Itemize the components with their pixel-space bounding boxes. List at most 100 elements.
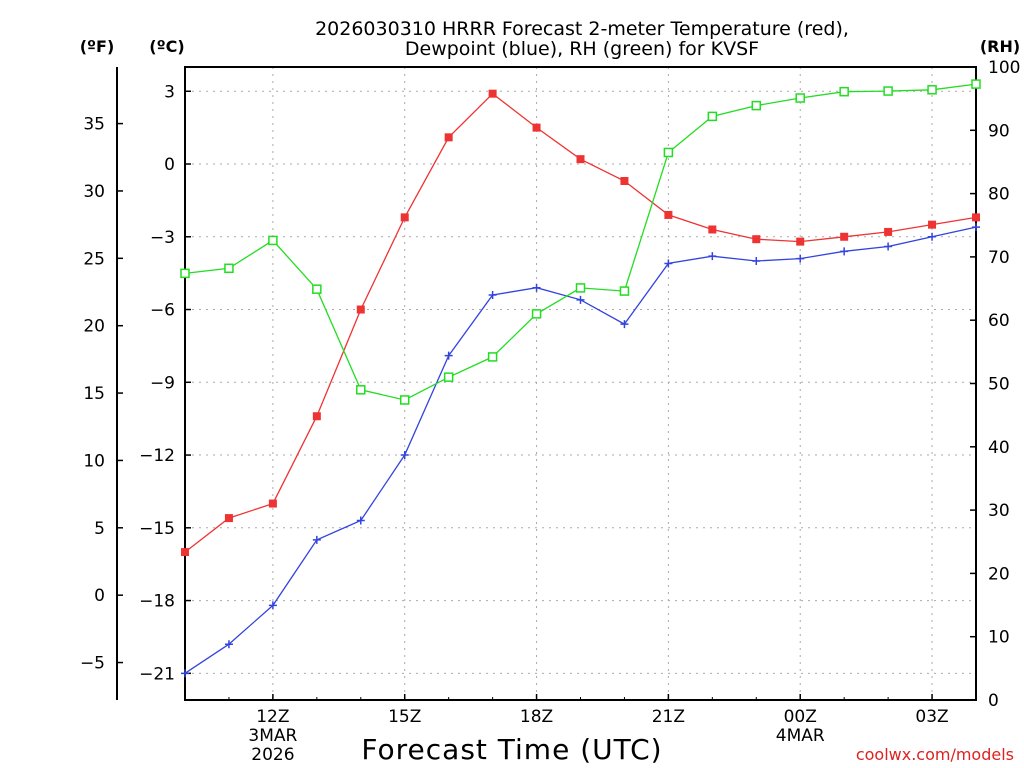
rh-tick-label: 100 — [988, 58, 1020, 78]
fahrenheit-tick-label: 20 — [83, 317, 105, 337]
2-meter-temperature-point — [620, 176, 629, 185]
x-tick-label: 03Z — [915, 707, 948, 727]
rh-point — [575, 283, 586, 293]
dewpoint-point — [312, 535, 321, 544]
2-meter-temperature-point — [664, 210, 673, 219]
dewpoint-point — [181, 669, 189, 678]
fahrenheit-tick-label: 25 — [83, 249, 105, 269]
x-tick-date-label: 3MAR — [248, 726, 297, 746]
rh-tick-label: 30 — [988, 501, 1010, 521]
2-meter-temperature-point — [752, 235, 761, 244]
celsius-unit-label: (ºC) — [149, 37, 184, 56]
2-meter-temperature-point — [268, 499, 277, 508]
fahrenheit-tick-label: −5 — [80, 654, 105, 674]
celsius-tick-label: −12 — [139, 446, 175, 466]
rh-tick-label: 40 — [988, 438, 1010, 458]
2-meter-temperature-point — [356, 305, 365, 314]
x-tick-label: 21Z — [652, 707, 685, 727]
fahrenheit-tick-label: 5 — [94, 519, 105, 539]
axes — [116, 66, 977, 701]
data-series — [180, 79, 981, 678]
rh-point — [707, 111, 718, 122]
2-meter-temperature-point — [532, 123, 541, 132]
rh-tick-label: 60 — [988, 311, 1010, 331]
rh-point — [224, 263, 234, 274]
credit-text: coolwx.com/models — [856, 745, 1014, 764]
2-meter-temperature-point — [796, 237, 805, 246]
rh-line — [184, 83, 977, 401]
x-tick-year-label: 2026 — [251, 745, 294, 765]
tick-labels: 30−3−6−9−12−15−18−2135302520151050−51009… — [80, 58, 1021, 765]
rh-tick-label: 70 — [988, 248, 1010, 268]
dewpoint-point — [884, 242, 893, 251]
fahrenheit-tick-label: 35 — [83, 115, 105, 135]
dewpoint-point — [224, 640, 233, 649]
celsius-tick-label: 0 — [164, 155, 175, 175]
2-meter-temperature-point — [488, 89, 497, 98]
2-meter-temperature-point — [444, 133, 453, 142]
dewpoint-point — [708, 252, 717, 261]
celsius-tick-label: −3 — [150, 228, 175, 248]
rh-point — [971, 79, 981, 89]
rh-point — [531, 309, 542, 319]
fahrenheit-tick-label: 10 — [83, 451, 105, 471]
rh-point — [312, 284, 322, 294]
rh-point — [180, 268, 190, 279]
rh-point — [443, 372, 454, 382]
rh-tick-label: 20 — [988, 564, 1010, 584]
celsius-tick-label: 3 — [164, 82, 175, 102]
rh-point — [883, 86, 893, 96]
dewpoint-point — [268, 601, 277, 610]
rh-tick-label: 90 — [988, 121, 1010, 141]
rh-tick-label: 50 — [988, 375, 1010, 395]
rh-point — [619, 286, 630, 296]
dewpoint-line — [184, 226, 977, 674]
dewpoint-point — [752, 257, 761, 266]
fahrenheit-tick-label: 15 — [83, 384, 105, 404]
dewpoint-point — [928, 232, 937, 241]
2-meter-temperature-point — [312, 412, 321, 421]
dewpoint-point — [576, 295, 585, 304]
x-tick-label: 12Z — [256, 707, 289, 727]
x-axis-title: Forecast Time (UTC) — [361, 733, 662, 766]
rh-point — [356, 385, 366, 395]
2-meter-temperature-point — [708, 225, 717, 234]
rh-tick-label: 10 — [988, 628, 1010, 648]
dewpoint-point — [356, 516, 365, 525]
dewpoint-point — [972, 223, 980, 232]
dewpoint-point — [488, 290, 497, 299]
fahrenheit-tick-label: 0 — [94, 586, 105, 606]
2-meter-temperature-point — [928, 220, 937, 229]
dewpoint-point — [620, 320, 629, 329]
dewpoint-point — [664, 259, 673, 268]
rh-point — [751, 100, 762, 111]
2-meter-temperature-point — [972, 213, 980, 222]
x-tick-label: 00Z — [784, 707, 817, 727]
2-meter-temperature-point — [884, 227, 893, 236]
x-tick-label: 18Z — [520, 707, 553, 727]
2-meter-temperature-point — [576, 155, 585, 164]
rh-tick-label: 80 — [988, 185, 1010, 205]
celsius-tick-label: −9 — [150, 373, 175, 393]
dewpoint-point — [532, 283, 541, 292]
celsius-tick-label: −21 — [139, 664, 175, 684]
rh-unit-label: (RH) — [980, 37, 1020, 56]
rh-point — [487, 352, 498, 362]
celsius-tick-label: −15 — [139, 519, 175, 539]
dewpoint-point — [444, 351, 453, 360]
rh-point — [927, 85, 937, 95]
x-tick-label: 15Z — [388, 707, 421, 727]
dewpoint-point — [400, 451, 409, 460]
rh-tick-label: 0 — [988, 691, 999, 711]
dewpoint-point — [796, 254, 805, 263]
dewpoint-point — [840, 247, 849, 256]
2-meter-temperature-point — [224, 514, 233, 523]
2-meter-temperature-point — [840, 232, 849, 241]
celsius-tick-label: −18 — [139, 592, 175, 612]
chart-title-line2: Dewpoint (blue), RH (green) for KVSF — [405, 38, 759, 60]
fahrenheit-tick-label: 30 — [83, 182, 105, 202]
chart-title-line1: 2026030310 HRRR Forecast 2-meter Tempera… — [315, 18, 849, 40]
celsius-tick-label: −6 — [150, 301, 175, 321]
fahrenheit-unit-label: (ºF) — [80, 37, 115, 56]
